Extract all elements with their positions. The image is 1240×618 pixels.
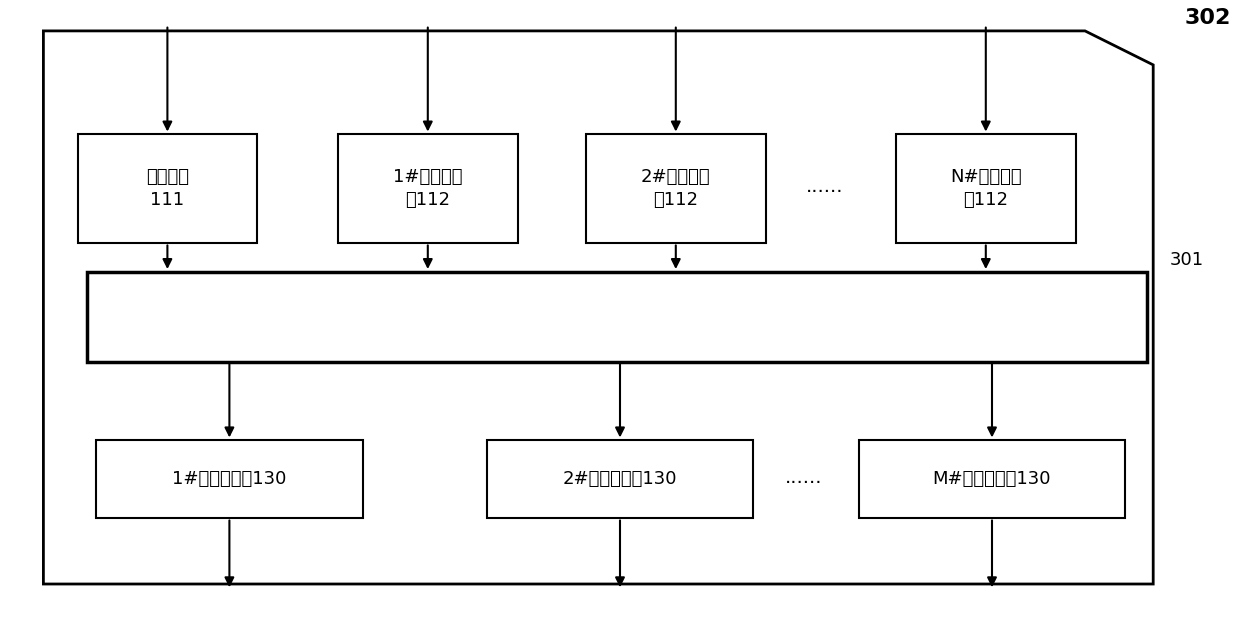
Text: 1#冷却水系
统112: 1#冷却水系 统112 xyxy=(393,167,463,210)
Text: M#水冷冷凝器130: M#水冷冷凝器130 xyxy=(932,470,1052,488)
Bar xyxy=(87,272,1147,362)
Text: ......: ...... xyxy=(806,177,843,196)
Text: 302: 302 xyxy=(1184,8,1230,28)
Bar xyxy=(486,440,754,518)
Text: N#冷却水系
统112: N#冷却水系 统112 xyxy=(950,167,1022,210)
Bar xyxy=(587,135,766,243)
Text: 蓄冷系统
111: 蓄冷系统 111 xyxy=(146,167,188,210)
Text: 2#冷却水系
统112: 2#冷却水系 统112 xyxy=(641,167,711,210)
Text: 1#水冷冷凝器130: 1#水冷冷凝器130 xyxy=(172,470,286,488)
Bar xyxy=(97,440,362,518)
Bar xyxy=(78,135,258,243)
Text: ......: ...... xyxy=(785,468,822,486)
Text: 2#水冷冷凝器130: 2#水冷冷凝器130 xyxy=(563,470,677,488)
Bar xyxy=(895,135,1076,243)
Text: 301: 301 xyxy=(1169,251,1204,269)
Polygon shape xyxy=(43,31,1153,584)
Bar xyxy=(337,135,518,243)
Bar xyxy=(858,440,1126,518)
